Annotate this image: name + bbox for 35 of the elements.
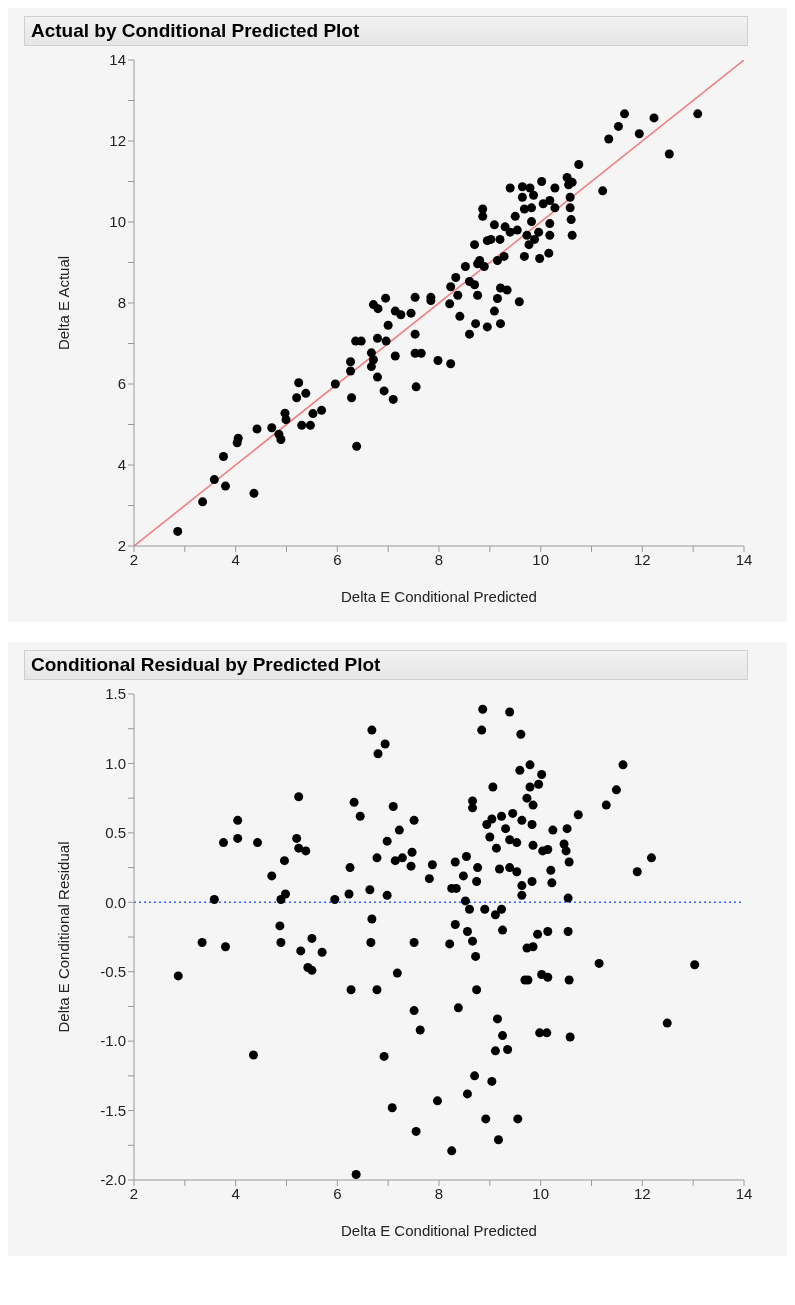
x-tick-label: 4 [231,1184,240,1202]
chart-title: Conditional Residual by Predicted Plot [24,650,748,680]
x-tick-label: 10 [532,1184,550,1202]
x-tick-label: 12 [633,1184,651,1202]
x-tick-label: 10 [532,550,550,568]
x-axis-title: Delta E Conditional Predicted [341,588,537,605]
y-tick-label: 1.0 [105,754,126,772]
y-tick-label: 0.5 [105,824,126,842]
y-tick-label: 1.5 [105,685,126,703]
x-axis-title: Delta E Conditional Predicted [341,1222,537,1239]
y-tick-label: 8 [117,294,126,312]
y-tick-label: 10 [109,213,126,231]
y-tick-label: 2 [117,537,126,555]
y-tick-label: 6 [117,375,126,393]
y-tick-label: 0.0 [105,893,126,911]
x-tick-label: 8 [434,550,444,568]
y-tick-label: -1.5 [100,1101,126,1119]
y-tick-label: 12 [109,132,126,150]
x-tick-label: 2 [129,550,139,568]
y-axis-title: Delta E Conditional Residual [55,841,73,1033]
x-tick-label: 8 [434,1184,444,1202]
y-tick-label: 4 [117,456,126,474]
y-axis-title: Delta E Actual [55,255,73,351]
y-tick-label: 14 [109,51,126,69]
chart-title: Actual by Conditional Predicted Plot [24,16,748,46]
x-tick-label: 12 [633,550,651,568]
x-tick-label: 4 [231,550,240,568]
x-tick-label: 6 [333,1184,342,1202]
x-tick-label: 6 [333,550,342,568]
x-tick-label: 14 [735,550,753,568]
x-tick-label: 2 [129,1184,139,1202]
x-tick-label: 14 [735,1184,753,1202]
y-tick-label: -1.0 [100,1032,126,1050]
y-tick-label: -2.0 [100,1171,126,1189]
y-tick-label: -0.5 [100,963,126,981]
